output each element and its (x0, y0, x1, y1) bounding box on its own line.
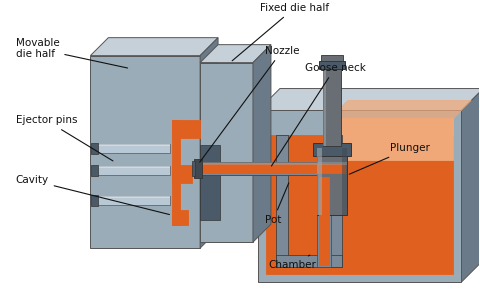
Polygon shape (192, 161, 195, 176)
Polygon shape (253, 45, 271, 242)
Polygon shape (94, 196, 170, 198)
Polygon shape (94, 144, 170, 153)
Polygon shape (288, 140, 330, 255)
Text: Goose neck: Goose neck (271, 63, 366, 166)
Polygon shape (330, 118, 454, 274)
Polygon shape (194, 159, 202, 178)
Polygon shape (258, 88, 480, 110)
Polygon shape (91, 195, 98, 206)
Polygon shape (342, 148, 347, 215)
Text: Fixed die half: Fixed die half (232, 3, 329, 61)
Polygon shape (200, 146, 220, 220)
Polygon shape (461, 88, 480, 282)
Polygon shape (200, 162, 347, 165)
Polygon shape (276, 255, 342, 267)
Text: Cavity: Cavity (15, 175, 169, 214)
Polygon shape (317, 148, 322, 215)
Polygon shape (172, 121, 180, 225)
Polygon shape (319, 177, 329, 265)
Polygon shape (91, 165, 98, 176)
Polygon shape (172, 165, 192, 183)
Polygon shape (94, 166, 170, 168)
Polygon shape (258, 110, 461, 282)
Polygon shape (94, 144, 170, 146)
Text: Plunger: Plunger (349, 143, 430, 174)
Text: Ejector pins: Ejector pins (15, 116, 113, 161)
Polygon shape (321, 55, 343, 61)
Polygon shape (94, 196, 170, 205)
Polygon shape (330, 118, 454, 160)
Polygon shape (90, 56, 200, 248)
Polygon shape (200, 63, 253, 242)
Polygon shape (276, 135, 288, 267)
Text: Pot: Pot (265, 183, 289, 225)
Polygon shape (323, 69, 326, 146)
Polygon shape (200, 45, 271, 63)
Polygon shape (172, 210, 188, 225)
Polygon shape (266, 135, 454, 274)
Polygon shape (91, 143, 98, 154)
Polygon shape (317, 148, 347, 215)
Polygon shape (200, 162, 347, 175)
Polygon shape (330, 135, 342, 267)
Polygon shape (323, 69, 341, 146)
Polygon shape (330, 100, 471, 118)
Polygon shape (90, 38, 218, 56)
Polygon shape (202, 164, 345, 173)
Polygon shape (94, 166, 170, 175)
Polygon shape (172, 121, 200, 138)
Polygon shape (319, 61, 345, 69)
Text: Chamber: Chamber (268, 255, 316, 270)
Text: Nozzle: Nozzle (200, 46, 300, 162)
Text: Movable
die half: Movable die half (15, 38, 128, 68)
Polygon shape (313, 143, 351, 156)
Polygon shape (200, 38, 218, 248)
Polygon shape (317, 175, 331, 267)
